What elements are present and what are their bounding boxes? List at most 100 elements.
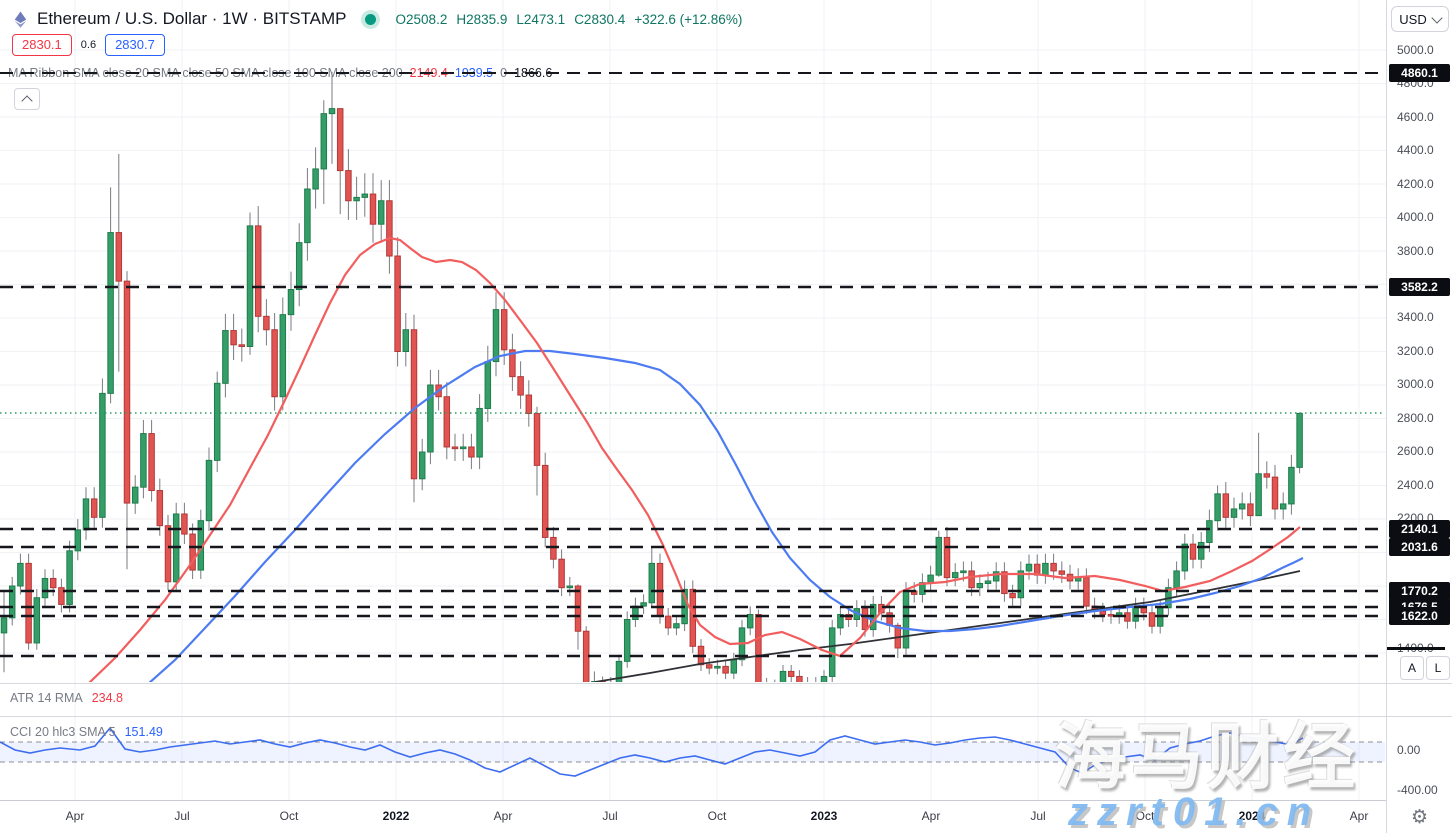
candle <box>312 168 319 190</box>
ethereum-icon <box>14 11 27 28</box>
price-scale[interactable]: USD 5000.0 4800.0 4600.0 4400.0 4200.0 4000.0… <box>1386 0 1452 833</box>
time-axis-label: Apr <box>65 809 85 823</box>
candle <box>1288 466 1295 505</box>
candle <box>41 577 49 599</box>
candle <box>673 623 680 629</box>
candle <box>779 670 787 682</box>
candle <box>33 597 41 644</box>
time-axis-label: Oct <box>279 809 299 823</box>
price-tick: 2800.0 <box>1397 411 1434 425</box>
ohlc-high: H2835.9 <box>456 11 508 27</box>
candle <box>772 686 778 697</box>
candle <box>181 513 188 535</box>
cci-legend[interactable]: CCI 20 hlc3 SMA 5 151.49 <box>10 725 163 739</box>
candle <box>115 232 123 282</box>
currency-selector-button[interactable]: USD <box>1391 6 1449 32</box>
cci-label[interactable]: CCI 20 hlc3 SMA 5 <box>10 725 116 739</box>
collapse-legend-button[interactable] <box>14 88 40 110</box>
candle <box>500 309 508 351</box>
time-axis-label: Apr <box>493 809 513 823</box>
candle <box>484 361 492 409</box>
candle <box>714 665 721 669</box>
settings-gear-icon[interactable]: ⚙ <box>1411 807 1429 828</box>
cci-pane <box>0 726 1385 777</box>
market-status-icon[interactable] <box>364 13 376 25</box>
candle <box>263 315 270 331</box>
candle <box>1058 570 1066 575</box>
candle <box>271 329 278 398</box>
buy-price-button[interactable]: 2830.7 <box>105 34 165 56</box>
candle <box>787 670 795 677</box>
auto-scale-button[interactable]: A <box>1400 656 1424 680</box>
candle <box>1148 612 1156 627</box>
candle <box>820 675 828 682</box>
log-scale-button[interactable]: L <box>1426 656 1450 680</box>
time-axis-label: Jul <box>602 809 618 823</box>
candle <box>1181 543 1189 572</box>
candle <box>558 558 565 589</box>
price-tick: 4000.0 <box>1397 210 1434 224</box>
candle <box>664 615 672 629</box>
candle <box>582 630 590 682</box>
candle <box>837 613 844 629</box>
candle <box>648 562 656 604</box>
time-axis-label: Jul <box>1030 809 1046 823</box>
atr-legend[interactable]: ATR 14 RMA 234.8 <box>10 691 123 705</box>
sell-price-button[interactable]: 2830.1 <box>12 34 72 56</box>
candle <box>459 446 467 450</box>
candle <box>902 590 910 649</box>
candle <box>1009 593 1016 599</box>
pane-separator-atr-cci[interactable] <box>0 716 1452 717</box>
time-axis-label: 2023 <box>810 809 838 823</box>
time-axis[interactable]: Apr Jul Oct 2022 Apr Jul Oct 2023 Apr Jul Oct 2024 A… <box>0 800 1386 833</box>
pane-separator-main-atr[interactable] <box>0 683 1452 684</box>
candle <box>1189 543 1197 560</box>
candle <box>443 396 451 448</box>
sma-blue-line <box>148 349 1304 682</box>
candle <box>361 193 369 198</box>
time-axis-label: Jul <box>174 809 190 823</box>
atr-label[interactable]: ATR 14 RMA <box>10 691 83 705</box>
price-tick: 4200.0 <box>1397 177 1434 191</box>
candle <box>131 486 139 504</box>
price-level-badge: 2031.6 <box>1389 538 1450 556</box>
candle <box>796 675 803 682</box>
candle <box>525 394 533 414</box>
candle <box>755 613 762 682</box>
price-tick: 4400.0 <box>1397 143 1434 157</box>
candle <box>1132 605 1139 622</box>
candle <box>1230 508 1238 518</box>
candle <box>1050 562 1057 572</box>
price-level-badge: 2140.1 <box>1389 520 1450 538</box>
candle <box>476 407 483 458</box>
price-tick: 2400.0 <box>1397 478 1434 492</box>
candle <box>656 562 664 617</box>
candle <box>58 587 65 605</box>
grid <box>0 0 1386 800</box>
candle <box>246 225 254 347</box>
ohlc-values: O2508.2 H2835.9 L2473.1 C2830.4 +322.6 (… <box>396 12 743 27</box>
price-level-badge: 3582.2 <box>1389 278 1450 296</box>
candle <box>951 572 959 579</box>
candle <box>1247 503 1254 517</box>
candle <box>1263 473 1271 478</box>
candle <box>550 536 557 560</box>
candle <box>566 585 574 589</box>
time-axis-label: 2024 <box>1238 809 1266 823</box>
candle <box>328 108 336 115</box>
price-tick: 3800.0 <box>1397 244 1434 258</box>
candle <box>287 289 295 316</box>
candle <box>722 665 729 674</box>
cci-line <box>0 726 1304 777</box>
candle <box>345 170 352 202</box>
time-axis-label: Apr <box>921 809 941 823</box>
candle <box>623 619 631 662</box>
candle <box>369 193 377 225</box>
chevron-down-icon <box>1431 11 1443 24</box>
cci-tick: -400.00 <box>1397 783 1438 797</box>
symbol-title[interactable]: Ethereum / U.S. Dollar · 1W · BITSTAMP <box>37 9 347 28</box>
price-tick: 3400.0 <box>1397 310 1434 324</box>
candle <box>279 314 287 398</box>
